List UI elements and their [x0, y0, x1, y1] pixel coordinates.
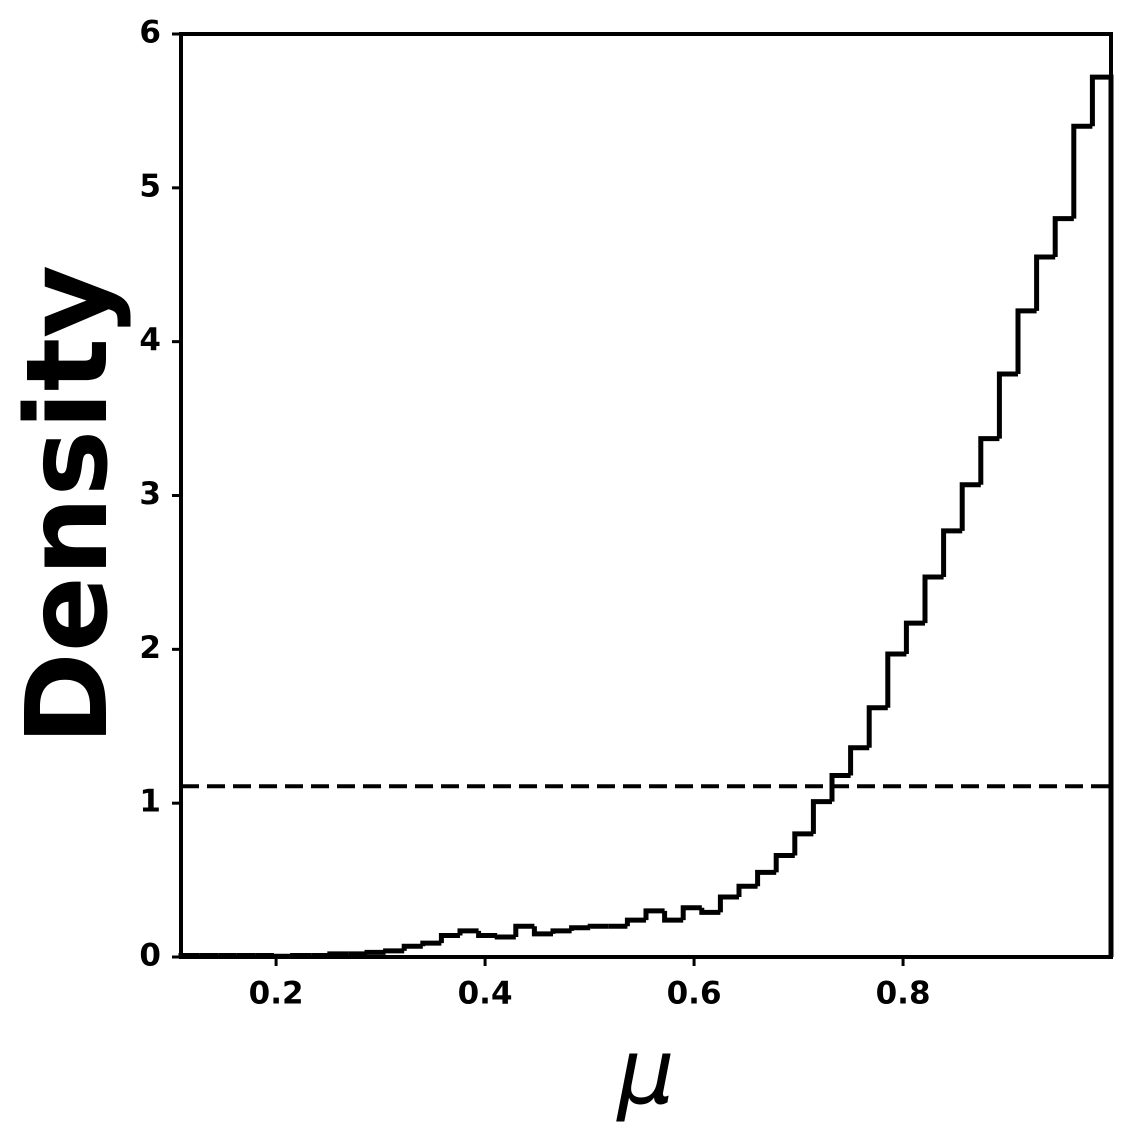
histogram-step [978, 436, 1000, 485]
histogram-step [699, 907, 721, 915]
y-tick-label: 2 [139, 630, 161, 666]
histogram-step [810, 799, 832, 834]
histogram-step [755, 869, 777, 887]
x-tick-label: 0.6 [667, 976, 722, 1012]
y-tick-label: 1 [139, 784, 161, 820]
histogram-step [885, 651, 907, 708]
histogram-step [531, 926, 553, 937]
histogram-step [494, 934, 516, 940]
histogram-step [717, 894, 739, 913]
histogram-step [383, 948, 405, 954]
y-tick-label: 5 [139, 168, 161, 204]
histogram-step [1089, 74, 1114, 957]
histogram-step [792, 831, 814, 856]
histogram-step [1052, 216, 1074, 258]
histogram-step [903, 620, 925, 654]
histogram-step [587, 923, 609, 929]
histogram-step [736, 883, 758, 898]
histogram-step [848, 745, 870, 776]
histogram-step [438, 932, 460, 944]
y-tick-label: 4 [139, 322, 161, 358]
x-tick-label: 0.2 [249, 976, 304, 1012]
x-axis-label: μ [615, 1020, 674, 1125]
histogram-step [662, 910, 684, 923]
histogram-step [996, 371, 1018, 439]
plot-frame [179, 32, 1113, 959]
y-tick-label: 3 [139, 476, 161, 512]
histogram-step [624, 917, 646, 927]
histogram-step [420, 940, 442, 947]
histogram-step [327, 951, 349, 957]
x-tick-label: 0.4 [458, 976, 513, 1012]
histogram-step [1034, 254, 1056, 311]
histogram-step [550, 928, 572, 934]
histogram-step [569, 925, 591, 931]
histogram-step [829, 772, 851, 802]
histogram-step [457, 928, 479, 936]
histogram-step [643, 908, 665, 921]
histogram-step [1071, 123, 1093, 219]
histogram-step [1015, 308, 1037, 374]
histogram-step [866, 705, 888, 748]
histogram-step [680, 905, 702, 921]
y-axis-label: Density [3, 265, 133, 745]
x-tick-label: 0.8 [876, 976, 931, 1012]
y-tick-label: 0 [139, 938, 161, 974]
histogram-step [476, 930, 498, 938]
histogram-step [959, 482, 981, 531]
y-tick-label: 6 [139, 15, 161, 51]
histogram-step [364, 949, 386, 955]
histogram-step [922, 574, 944, 624]
histogram-step [941, 528, 963, 578]
histogram-step [401, 943, 423, 951]
histogram-step [513, 923, 535, 938]
histogram-step [773, 852, 795, 873]
